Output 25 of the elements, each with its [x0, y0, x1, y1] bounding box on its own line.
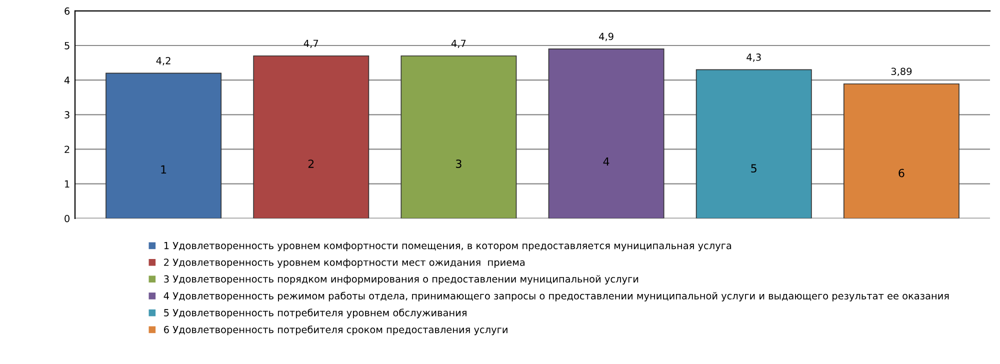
y-tick-label: 3 — [64, 111, 70, 118]
legend-label: 4 Удовлетворенность режимом работы отдела, принимающего запросы о предоставлении муниципальной услуги и выдающего результат ее оказания — [164, 292, 949, 302]
y-tick-label: 0 — [64, 214, 70, 222]
legend-label: 1 Удовлетворенность уровнем комфортности помещения, в котором предоставляется муниципальная услуга — [164, 242, 732, 252]
y-tick-label: 5 — [64, 42, 70, 50]
legend-label: 3 Удовлетворенность порядком информирования о предоставлении муниципальной услуги — [164, 275, 638, 285]
data-label: 4,9 — [599, 32, 614, 42]
data-label: 4,7 — [451, 40, 466, 48]
legend-label: 6 Удовлетворенность потребителя сроком предоставления услуги — [164, 326, 508, 336]
x-tick-label: 2 — [308, 160, 314, 168]
y-tick-label: 1 — [65, 180, 70, 188]
data-label: 4,2 — [156, 56, 170, 66]
x-tick-label: 6 — [898, 168, 904, 178]
x-tick-label: 1 — [161, 165, 166, 174]
y-tick-label: 4 — [64, 76, 70, 84]
legend-label: 5 Удовлетворенность потребителя уровнем обслуживания — [164, 308, 466, 318]
x-tick-label: 4 — [603, 157, 610, 166]
y-tick-label: 2 — [64, 146, 70, 153]
legend-label: 2 Удовлетворенность уровнем комфортности мест ожидания приема — [164, 258, 525, 268]
x-tick-label: 3 — [456, 160, 462, 168]
y-tick-label: 6 — [64, 7, 70, 15]
x-tick-label: 5 — [751, 164, 756, 173]
data-label: 4,3 — [746, 54, 761, 62]
data-label: 4,7 — [304, 40, 318, 48]
data-label: 3,89 — [891, 68, 912, 76]
